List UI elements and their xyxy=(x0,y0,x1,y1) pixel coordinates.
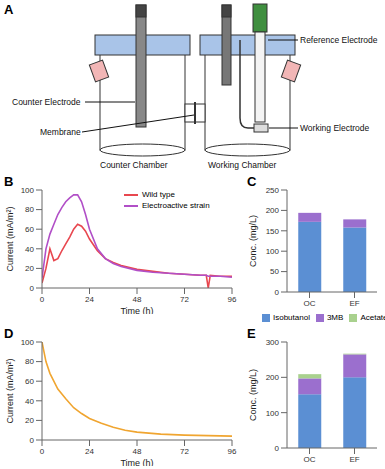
svg-text:48: 48 xyxy=(133,447,142,456)
svg-text:96: 96 xyxy=(228,447,237,456)
svg-text:Membrane: Membrane xyxy=(40,127,81,137)
svg-text:OC: OC xyxy=(304,299,316,308)
svg-text:200: 200 xyxy=(266,373,280,382)
svg-text:0: 0 xyxy=(30,436,35,445)
svg-text:0: 0 xyxy=(30,284,35,293)
svg-text:24: 24 xyxy=(85,295,94,304)
svg-text:Conc. (mg/L): Conc. (mg/L) xyxy=(248,215,258,267)
svg-text:48: 48 xyxy=(133,295,142,304)
svg-text:20: 20 xyxy=(25,416,34,425)
html-text:B: B xyxy=(4,174,14,189)
svg-text:Counter Electrode: Counter Electrode xyxy=(12,97,81,107)
svg-text:0: 0 xyxy=(275,444,280,453)
html-text:A: A xyxy=(4,2,14,17)
svg-text:60: 60 xyxy=(25,377,34,386)
svg-text:0: 0 xyxy=(275,288,280,297)
svg-text:Counter Chamber: Counter Chamber xyxy=(100,160,168,170)
svg-text:Current (mA/m²): Current (mA/m²) xyxy=(8,358,15,423)
html-text:Isobutanol: Isobutanol xyxy=(273,313,310,322)
svg-text:Conc. (mg/L): Conc. (mg/L) xyxy=(248,369,258,421)
svg-text:100: 100 xyxy=(21,338,35,347)
svg-text:300: 300 xyxy=(266,338,280,347)
svg-text:Time (h): Time (h) xyxy=(120,458,153,466)
svg-text:72: 72 xyxy=(180,447,189,456)
svg-text:40: 40 xyxy=(25,397,34,406)
html-text:D: D xyxy=(4,326,14,341)
html-text:E: E xyxy=(247,326,256,341)
svg-text:150: 150 xyxy=(266,227,280,236)
svg-text:Reference Electrode: Reference Electrode xyxy=(300,35,377,45)
svg-text:100: 100 xyxy=(266,409,280,418)
svg-text:96: 96 xyxy=(228,295,237,304)
svg-text:250: 250 xyxy=(266,186,280,195)
html-text:C: C xyxy=(247,174,257,189)
svg-text:100: 100 xyxy=(266,247,280,256)
svg-text:Working Chamber: Working Chamber xyxy=(208,160,277,170)
svg-text:Working Electrode: Working Electrode xyxy=(300,123,370,133)
svg-text:50: 50 xyxy=(270,267,279,276)
svg-text:200: 200 xyxy=(266,206,280,215)
svg-text:EF: EF xyxy=(349,455,359,464)
svg-text:100: 100 xyxy=(21,186,35,195)
svg-text:72: 72 xyxy=(180,295,189,304)
svg-text:80: 80 xyxy=(25,357,34,366)
svg-text:24: 24 xyxy=(85,447,94,456)
svg-text:80: 80 xyxy=(25,205,34,214)
html-text:3MB: 3MB xyxy=(326,313,344,322)
svg-text:60: 60 xyxy=(25,225,34,234)
svg-text:0: 0 xyxy=(40,295,45,304)
svg-text:20: 20 xyxy=(25,264,34,273)
svg-text:40: 40 xyxy=(25,245,34,254)
svg-text:0: 0 xyxy=(40,447,45,456)
svg-text:Time (h): Time (h) xyxy=(120,306,153,314)
svg-text:OC: OC xyxy=(304,455,316,464)
svg-text:Current (mA/m²): Current (mA/m²) xyxy=(8,206,15,271)
svg-text:EF: EF xyxy=(349,299,359,308)
html-text:Electroactive strain: Electroactive strain xyxy=(142,201,210,210)
html-text:Wild type: Wild type xyxy=(142,190,175,199)
